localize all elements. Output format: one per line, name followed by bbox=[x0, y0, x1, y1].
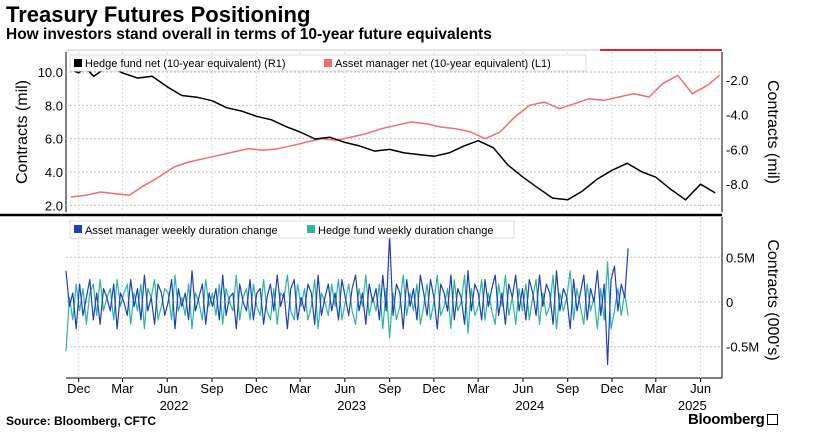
legend-swatch-hedge-net bbox=[74, 59, 82, 67]
hedge-fund-net-line bbox=[70, 65, 716, 201]
x-tick-label: Dec bbox=[67, 381, 91, 396]
ylabel-left: Contracts (mil) bbox=[14, 80, 31, 184]
x-tick-label: Sep bbox=[378, 381, 401, 396]
x-year-label: 2023 bbox=[337, 398, 366, 410]
asset-manager-weekly-line bbox=[65, 234, 629, 366]
axis-tick-labels: 2.0 4.0 6.0 8.0 10.0 -8.0 -6.0 -4.0 -2.0 -0.5M 0 0.… bbox=[38, 65, 760, 410]
left-tick-label: 6.0 bbox=[45, 132, 63, 147]
x-tick-label: Sep bbox=[556, 381, 579, 396]
legend-asset-net: Asset manager net (10-year equivalent) (… bbox=[335, 58, 551, 70]
x-year-label: 2024 bbox=[515, 398, 544, 410]
x-year-label: 2025 bbox=[678, 398, 707, 410]
left-tick-label: 2.0 bbox=[45, 198, 63, 213]
legend-hedge-net: Hedge fund net (10-year equivalent) (R1) bbox=[85, 58, 286, 70]
legend-swatch-asset-weekly bbox=[74, 225, 82, 233]
top-series-group bbox=[70, 65, 721, 201]
ylabel-right-top: Contracts (mil) bbox=[764, 80, 781, 184]
x-tick-label: Mar bbox=[289, 381, 312, 396]
right-tick-label: -2.0 bbox=[726, 73, 748, 88]
legend-swatch-asset-net bbox=[324, 59, 332, 67]
asset-manager-net-line bbox=[70, 74, 721, 198]
legend-hedge-weekly: Hedge fund weekly duration change bbox=[318, 225, 494, 237]
right-tick-label: -4.0 bbox=[726, 108, 748, 123]
legend-swatch-hedge-weekly bbox=[307, 225, 315, 233]
legend-bottom: Asset manager weekly duration change Hed… bbox=[69, 220, 515, 239]
x-tick-label: Jun bbox=[512, 381, 533, 396]
x-tick-label: Mar bbox=[645, 381, 668, 396]
x-tick-label: Dec bbox=[245, 381, 269, 396]
x-tick-label: Mar bbox=[111, 381, 134, 396]
chart-figure: 2.0 4.0 6.0 8.0 10.0 -8.0 -6.0 -4.0 -2.0 -0.5M 0 0.… bbox=[0, 49, 781, 410]
bloomberg-logo: Bloomberg bbox=[688, 411, 779, 428]
x-tick-label: Dec bbox=[600, 381, 624, 396]
left-tick-label: 4.0 bbox=[45, 165, 63, 180]
legend-asset-weekly: Asset manager weekly duration change bbox=[85, 225, 278, 237]
x-tick-label: Jun bbox=[690, 381, 711, 396]
left-tick-label: 8.0 bbox=[45, 98, 63, 113]
bottom-right-tick-label: 0.5M bbox=[726, 250, 755, 265]
top-grid bbox=[66, 52, 722, 212]
legend-top: Hedge fund net (10-year equivalent) (R1)… bbox=[69, 54, 587, 72]
ylabel-right-bottom: Contracts (000's) bbox=[764, 239, 781, 360]
bottom-series-group bbox=[65, 234, 629, 366]
left-tick-label: 10.0 bbox=[38, 65, 63, 80]
brand-text: Bloomberg bbox=[688, 411, 765, 428]
x-year-label: 2022 bbox=[160, 398, 189, 410]
chart-subtitle: How investors stand overall in terms of … bbox=[6, 26, 492, 43]
chart-title: Treasury Futures Positioning bbox=[6, 2, 311, 27]
bottom-right-tick-label: -0.5M bbox=[726, 340, 759, 355]
x-tick-label: Dec bbox=[422, 381, 446, 396]
x-tick-label: Jun bbox=[157, 381, 178, 396]
source-note: Source: Bloomberg, CFTC bbox=[6, 414, 157, 428]
right-tick-label: -8.0 bbox=[726, 177, 748, 192]
right-tick-label: -6.0 bbox=[726, 142, 748, 157]
bottom-right-tick-label: 0 bbox=[726, 295, 733, 310]
hedge-fund-weekly-line bbox=[65, 261, 629, 352]
bloomberg-icon bbox=[767, 414, 779, 425]
legend-bottom-bg bbox=[69, 220, 515, 239]
x-tick-label: Jun bbox=[334, 381, 355, 396]
x-tick-label: Mar bbox=[467, 381, 490, 396]
x-tick-label: Sep bbox=[200, 381, 223, 396]
